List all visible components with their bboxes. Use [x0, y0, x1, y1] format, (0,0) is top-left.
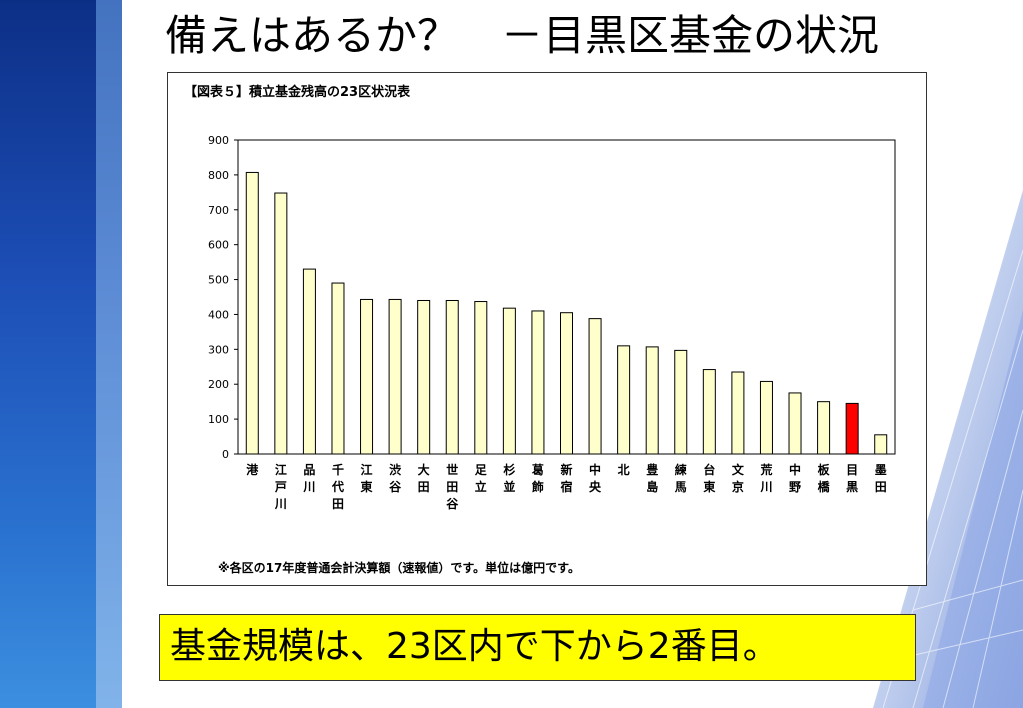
- bar-荒川: [759, 380, 773, 455]
- category-label: 並: [503, 479, 515, 494]
- category-label: 川: [759, 480, 772, 494]
- category-label: 島: [646, 479, 658, 494]
- y-tick-label: 300: [208, 343, 229, 356]
- chart-caption: 【図表５】積立基金残高の23区状況表: [184, 85, 411, 100]
- category-label: 葛: [531, 462, 544, 477]
- category-label: 品: [303, 463, 315, 477]
- category-label: 渋: [389, 462, 401, 477]
- category-label: 野: [789, 480, 801, 494]
- category-label: 川: [302, 480, 315, 494]
- category-label: 東: [703, 479, 715, 494]
- bar-渋谷: [388, 298, 402, 455]
- bar-江戸川: [274, 192, 288, 455]
- category-label: 新: [560, 462, 572, 477]
- category-label: 黒: [846, 480, 858, 494]
- category-label: 台: [703, 462, 715, 477]
- category-label: 宿: [560, 479, 572, 494]
- category-label: 北: [618, 462, 630, 477]
- category-label: 板: [818, 462, 831, 477]
- left-decorative-band: [0, 0, 122, 708]
- bar-品川: [302, 268, 316, 455]
- y-tick-label: 700: [208, 204, 229, 217]
- category-label: 杉: [503, 462, 515, 477]
- category-label: 文: [732, 462, 745, 477]
- bar-練馬: [674, 349, 688, 455]
- category-label: 江: [361, 462, 373, 477]
- category-label: 立: [475, 479, 487, 494]
- bar-中野: [788, 392, 802, 455]
- category-label: 荒: [759, 462, 772, 477]
- category-label: 田: [875, 480, 887, 494]
- category-label: 京: [732, 479, 744, 494]
- category-label: 千: [332, 462, 344, 477]
- category-label: 江: [275, 462, 287, 477]
- y-tick-label: 0: [222, 448, 229, 461]
- y-tick-label: 100: [208, 413, 229, 426]
- left-band-stripe: [96, 0, 122, 708]
- bar-墨田: [874, 434, 888, 455]
- conclusion-box: 基金規模は、23区内で下から2番目。: [159, 614, 916, 681]
- slide-title: 備えはあるか？ －目黒区基金の状況: [165, 11, 880, 60]
- bar-北: [617, 345, 631, 455]
- category-label: 港: [246, 462, 259, 477]
- category-label: 世: [446, 462, 458, 477]
- category-label: 飾: [532, 479, 544, 494]
- category-label: 大: [418, 462, 430, 477]
- y-tick-label: 600: [208, 239, 229, 252]
- y-tick-label: 200: [208, 378, 229, 391]
- category-label: 田: [418, 480, 430, 494]
- category-label: 橋: [818, 479, 831, 494]
- category-label: 練: [675, 462, 687, 477]
- category-label: 中: [589, 462, 601, 477]
- category-label: 戸: [275, 480, 287, 494]
- y-tick-label: 500: [208, 274, 229, 287]
- bar-足立: [474, 301, 488, 455]
- bar-目黒: [845, 402, 859, 455]
- category-label: 馬: [675, 480, 687, 494]
- bar-港: [245, 171, 259, 455]
- category-label: 目: [846, 463, 858, 477]
- chart-footnote: ※各区の17年度普通会計決算額（速報値）です。単位は億円です。: [218, 561, 580, 575]
- bar-葛飾: [531, 310, 545, 455]
- bar-千代田: [331, 282, 345, 455]
- category-label: 代: [331, 479, 344, 494]
- bar-世田谷: [445, 299, 459, 455]
- category-label: 東: [361, 479, 373, 494]
- y-tick-label: 800: [208, 169, 229, 182]
- bar-中央: [588, 318, 602, 455]
- category-label: 央: [589, 479, 602, 494]
- bar-江東: [360, 298, 374, 455]
- bar-大田: [417, 299, 431, 455]
- category-label: 中: [789, 462, 801, 477]
- category-label: 川: [274, 497, 287, 511]
- category-label: 墨: [875, 463, 887, 477]
- bar-文京: [731, 371, 745, 455]
- y-tick-label: 900: [208, 134, 229, 147]
- bar-杉並: [502, 307, 516, 455]
- bar-豊島: [645, 346, 659, 455]
- conclusion-text: 基金規模は、23区内で下から2番目。: [170, 626, 779, 667]
- bar-台東: [702, 369, 716, 455]
- chart-frame: 0 100 200 300 400 500 600 700 800 900 港江戸川品川千代田江東渋…: [167, 72, 927, 586]
- category-label: 足: [475, 463, 487, 477]
- bar-板橋: [817, 401, 831, 455]
- bar-新宿: [560, 312, 573, 455]
- category-label: 田: [332, 497, 344, 511]
- category-label: 谷: [389, 479, 402, 494]
- y-tick-label: 400: [208, 308, 229, 321]
- category-label: 豊: [646, 462, 658, 477]
- category-label: 田: [446, 480, 458, 494]
- category-label: 谷: [446, 496, 459, 511]
